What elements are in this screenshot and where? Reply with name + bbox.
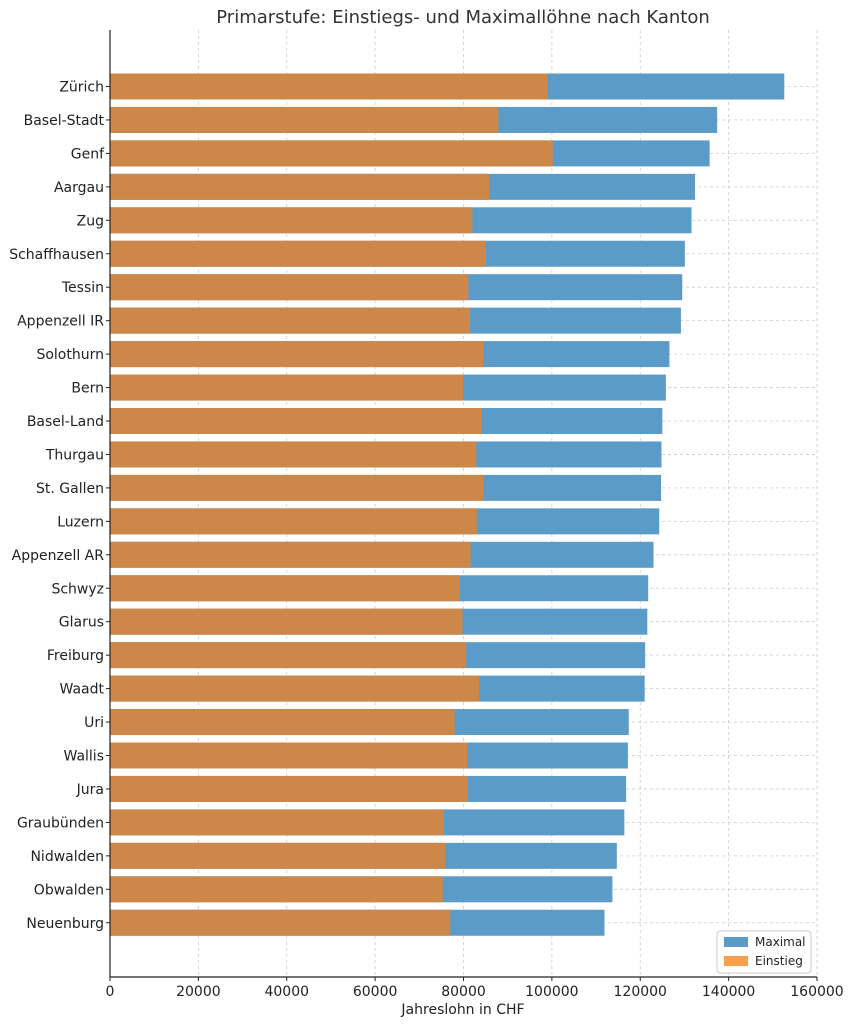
bars xyxy=(110,73,785,936)
x-tick-label: 160000 xyxy=(790,984,843,1000)
y-tick-label: Schwyz xyxy=(51,581,104,597)
y-tick-label: Solothurn xyxy=(36,347,104,363)
bar-einstieg xyxy=(110,642,467,669)
bar-einstieg xyxy=(110,675,479,702)
bar-einstieg xyxy=(110,775,468,802)
bar-einstieg xyxy=(110,508,477,535)
legend-swatch-einstieg xyxy=(724,956,748,966)
bar-einstieg xyxy=(110,374,464,401)
x-tick-label: 120000 xyxy=(614,984,667,1000)
x-tick-label: 140000 xyxy=(702,984,755,1000)
bar-einstieg xyxy=(110,341,484,368)
chart-title: Primarstufe: Einstiegs- und Maximallöhne… xyxy=(216,7,710,28)
bar-einstieg xyxy=(110,307,471,334)
y-tick-label: Schaffhausen xyxy=(9,247,104,263)
x-tick-label: 40000 xyxy=(264,984,309,1000)
bar-einstieg xyxy=(110,441,477,468)
legend-label-einstieg: Einstieg xyxy=(755,954,803,968)
y-tick-label: Freiburg xyxy=(47,648,104,664)
bar-einstieg xyxy=(110,140,553,167)
y-tick-label: Glarus xyxy=(59,615,104,631)
bar-einstieg xyxy=(110,474,484,501)
y-tick-label: Wallis xyxy=(64,749,105,765)
y-tick-label: St. Gallen xyxy=(36,481,104,497)
y-tick-label: Appenzell AR xyxy=(12,548,105,564)
bar-einstieg xyxy=(110,541,471,568)
y-tick-label: Jura xyxy=(76,782,104,798)
y-tick-label: Basel-Land xyxy=(27,414,104,430)
bar-einstieg xyxy=(110,173,490,200)
y-tick-labels: Zürich Basel-Stadt Genf Aargau Zug Schaffhaus… xyxy=(9,80,105,932)
y-tick-label: Graubünden xyxy=(17,815,104,831)
y-tick-label: Tessin xyxy=(61,280,104,296)
bar-einstieg xyxy=(110,742,468,769)
x-tick-label: 20000 xyxy=(176,984,221,1000)
y-tick-label: Thurgau xyxy=(45,447,104,463)
y-tick-label: Uri xyxy=(84,715,104,731)
bar-einstieg xyxy=(110,240,487,267)
bar-einstieg xyxy=(110,575,460,602)
bar-einstieg xyxy=(110,809,445,836)
bar-einstieg xyxy=(110,709,455,736)
bar-einstieg xyxy=(110,408,482,434)
y-tick-label: Aargau xyxy=(54,180,104,196)
bar-einstieg xyxy=(110,106,499,133)
x-tick-label: 60000 xyxy=(353,984,398,1000)
y-tick-label: Zug xyxy=(77,213,104,229)
legend: Maximal Einstieg xyxy=(716,930,812,974)
axes xyxy=(106,30,818,981)
y-tick-label: Waadt xyxy=(60,682,105,698)
x-tick-label: 0 xyxy=(106,984,115,1000)
x-tick-label: 80000 xyxy=(441,984,486,1000)
y-tick-label: Obwalden xyxy=(34,882,104,898)
y-tick-label: Luzern xyxy=(57,514,104,530)
y-tick-label: Neuenburg xyxy=(26,916,104,932)
bar-einstieg xyxy=(110,842,446,869)
bar-einstieg xyxy=(110,909,451,936)
bar-einstieg xyxy=(110,207,473,234)
y-tick-label: Zürich xyxy=(59,80,104,96)
x-tick-label: 100000 xyxy=(525,984,578,1000)
bar-einstieg xyxy=(110,876,443,903)
y-tick-label: Basel-Stadt xyxy=(24,113,105,129)
y-tick-label: Bern xyxy=(71,381,104,397)
bar-einstieg xyxy=(110,73,548,100)
bar-einstieg xyxy=(110,274,469,301)
x-tick-labels: 0 20000 40000 60000 80000 100000 120000 140000 1… xyxy=(106,984,844,1000)
y-tick-label: Genf xyxy=(71,146,105,162)
legend-swatch-maximal xyxy=(724,937,748,947)
legend-label-maximal: Maximal xyxy=(755,935,806,949)
y-tick-label: Appenzell IR xyxy=(17,314,104,330)
y-tick-label: Nidwalden xyxy=(30,849,104,865)
x-axis-label: Jahreslohn in CHF xyxy=(400,1002,524,1018)
bar-einstieg xyxy=(110,608,463,635)
